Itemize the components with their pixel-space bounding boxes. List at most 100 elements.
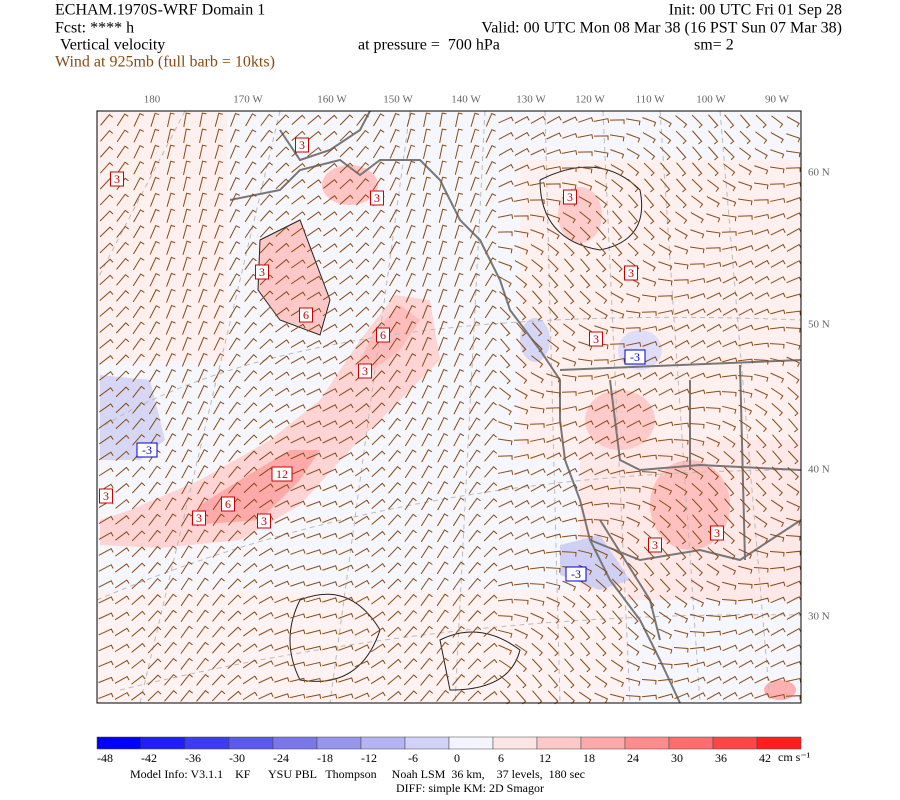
wind-barb <box>260 113 273 126</box>
wind-barb <box>579 674 591 689</box>
wind-barb <box>690 596 705 607</box>
wind-barb <box>164 657 178 670</box>
wind-barb <box>182 160 191 175</box>
wind-barb <box>181 433 193 447</box>
wind-barb <box>737 215 753 220</box>
wind-barb <box>98 612 114 620</box>
wind-barb <box>530 612 545 623</box>
wind-barb <box>422 160 431 175</box>
wind-barb <box>453 481 465 495</box>
wind-barb <box>484 305 497 319</box>
wind-barb <box>182 256 192 271</box>
wind-barb <box>389 209 401 223</box>
wind-barb <box>306 484 322 492</box>
wind-barb <box>356 161 370 174</box>
wind-barb <box>275 162 290 174</box>
wind-barb <box>389 273 401 287</box>
wind-barb <box>403 642 418 654</box>
wind-barb <box>738 260 754 268</box>
wind-barb <box>212 513 225 527</box>
wind-barb <box>628 578 639 593</box>
wind-barb <box>562 436 578 444</box>
wind-barb <box>371 482 386 494</box>
wind-barb <box>562 500 578 508</box>
wind-barb <box>228 385 241 399</box>
wind-barb <box>755 434 767 449</box>
contour-label-box <box>271 466 293 482</box>
wind-barb <box>213 401 225 415</box>
wind-barb <box>579 290 591 305</box>
forecast: Fcst: **** h <box>55 20 134 37</box>
wind-barb <box>626 436 642 444</box>
wind-barb <box>469 369 481 383</box>
wind-barb <box>322 693 338 699</box>
wind-barb <box>180 609 193 623</box>
wind-barb <box>530 483 546 492</box>
wind-barb <box>370 627 386 637</box>
wind-barb <box>213 369 225 383</box>
wind-barb <box>706 340 722 348</box>
wind-barb <box>198 208 208 223</box>
wind-barb <box>259 370 274 381</box>
contour-label: 6 <box>225 497 231 511</box>
wind-barb <box>165 417 177 431</box>
wind-barb <box>405 240 416 255</box>
wind-barb <box>196 593 209 607</box>
wind-barb <box>594 485 610 491</box>
wind-barb <box>514 628 529 639</box>
wind-barb <box>771 115 784 128</box>
wind-barb <box>610 149 625 159</box>
wind-barb <box>723 146 735 161</box>
wind-barb <box>610 436 626 444</box>
wind-barb <box>422 192 432 207</box>
wind-barb <box>642 515 656 528</box>
wind-barb <box>403 690 418 702</box>
wind-barb <box>244 321 257 334</box>
shade-negative <box>520 318 550 362</box>
wind-barb <box>658 309 674 315</box>
wind-barb <box>658 371 674 380</box>
wind-barb <box>722 644 738 652</box>
wind-barb <box>229 273 241 287</box>
wind-barb <box>388 449 401 462</box>
wind-barb <box>514 131 530 140</box>
wind-barb <box>738 613 754 619</box>
colorbar: -48 -42 -36 -30 -24 -18 -12 -6 0 6 12 18 24 30 36 42 <box>96 736 802 765</box>
wind-barb <box>514 548 530 556</box>
wind-barb <box>165 401 177 415</box>
wind-barb <box>499 291 512 304</box>
wind-barb <box>436 673 449 686</box>
wind-barb <box>484 289 497 303</box>
shade <box>97 590 627 703</box>
wind-barb <box>436 529 449 543</box>
wind-barb <box>371 466 386 478</box>
wind-barb <box>133 129 144 143</box>
wind-barb <box>132 257 145 271</box>
contour-label-box <box>376 327 390 343</box>
wind-barb <box>690 372 706 380</box>
wind-barb <box>546 436 562 443</box>
wind-barb <box>420 545 433 559</box>
wind-barb <box>212 593 225 606</box>
wind-barb <box>197 417 209 431</box>
contour <box>439 631 521 691</box>
colorbar-label: 36 <box>715 751 727 765</box>
wind-barb <box>786 627 802 636</box>
wind-barb <box>197 497 209 511</box>
wind-barb <box>498 515 514 524</box>
wind-barb <box>338 628 354 635</box>
wind-barb <box>546 611 560 624</box>
wind-barb <box>498 214 514 219</box>
wind-barb <box>322 613 338 619</box>
wind-barb <box>438 208 447 223</box>
wind-barb <box>227 642 242 654</box>
wind-barb <box>387 690 402 701</box>
wind-barb <box>769 343 785 349</box>
wind-barb <box>545 183 561 189</box>
wind-barb <box>166 256 176 271</box>
wind-barb <box>673 439 689 445</box>
wind-barb <box>290 323 306 333</box>
wind-barb <box>658 244 672 256</box>
wind-barb <box>404 433 417 447</box>
